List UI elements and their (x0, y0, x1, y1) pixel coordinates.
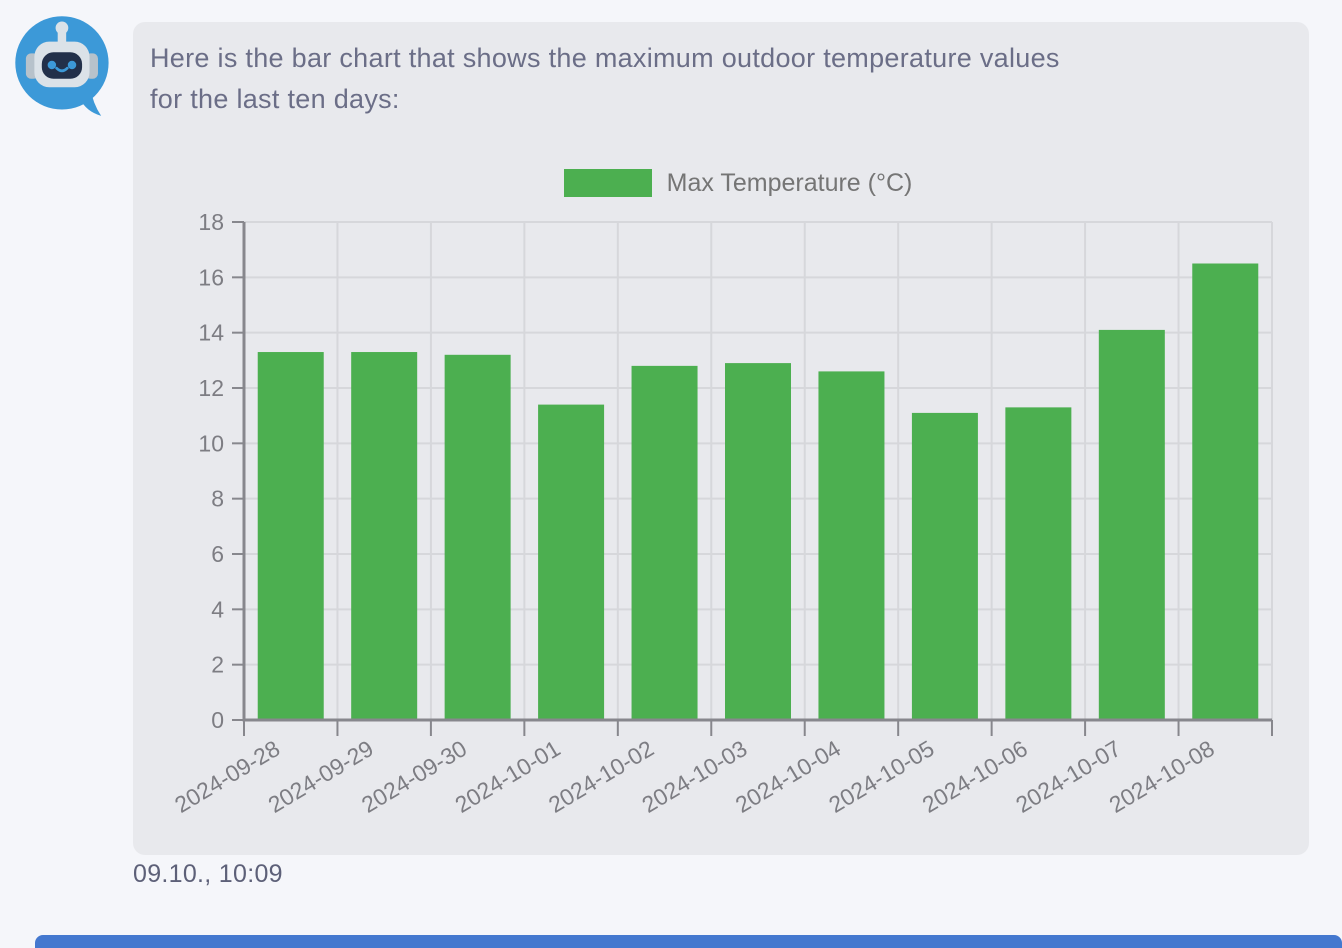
bar-2024-09-28[interactable] (257, 352, 324, 720)
x-tick-label: 2024-10-02 (544, 735, 658, 818)
message-text: Here is the bar chart that shows the max… (150, 38, 1260, 120)
bar-2024-10-08[interactable] (1192, 263, 1259, 721)
x-tick-label: 2024-10-04 (731, 735, 845, 818)
y-tick-label: 12 (198, 375, 224, 401)
x-tick-label: 2024-10-01 (450, 735, 564, 818)
bar-2024-09-29[interactable] (351, 352, 418, 720)
y-tick-label: 10 (198, 430, 224, 456)
message-line-2: for the last ten days: (150, 84, 400, 114)
x-tick-label: 2024-09-28 (170, 735, 284, 818)
y-tick-label: 16 (198, 264, 224, 290)
x-tick-label: 2024-09-30 (357, 735, 471, 818)
message-timestamp: 09.10., 10:09 (133, 860, 283, 888)
bar-2024-10-04[interactable] (818, 371, 885, 720)
bot-message-bubble: Here is the bar chart that shows the max… (133, 22, 1309, 855)
bar-2024-09-30[interactable] (444, 354, 511, 720)
bottom-bar[interactable] (35, 935, 1342, 948)
message-line-1: Here is the bar chart that shows the max… (150, 43, 1060, 73)
y-tick-label: 4 (211, 596, 224, 622)
y-tick-label: 18 (198, 209, 224, 235)
bar-2024-10-03[interactable] (725, 363, 791, 720)
x-tick-label: 2024-10-03 (637, 735, 751, 818)
x-tick-label: 2024-09-29 (264, 735, 378, 818)
bar-2024-10-07[interactable] (1098, 329, 1165, 720)
y-tick-label: 6 (211, 541, 224, 567)
legend-swatch (563, 169, 652, 197)
robot-chatbot-icon (15, 16, 109, 116)
x-tick-label: 2024-10-08 (1105, 735, 1219, 818)
bot-avatar (10, 12, 116, 118)
x-tick-label: 2024-10-06 (918, 735, 1032, 818)
chart-canvas[interactable]: 0246810121416182024-09-282024-09-292024-… (140, 206, 1306, 852)
bar-2024-10-05[interactable] (911, 412, 978, 720)
bar-2024-10-06[interactable] (1005, 407, 1072, 720)
y-tick-label: 14 (198, 320, 224, 346)
y-tick-label: 0 (211, 707, 224, 733)
x-tick-label: 2024-10-07 (1011, 735, 1125, 818)
legend-label: Max Temperature (°C) (666, 168, 913, 197)
x-tick-label: 2024-10-05 (824, 735, 938, 818)
y-tick-label: 8 (211, 486, 224, 512)
y-tick-label: 2 (211, 652, 224, 678)
temperature-bar-chart: Max Temperature (°C) 0 2 4 6 8 10 12 14 16 18 2024… (140, 160, 1306, 852)
chart-legend[interactable]: Max Temperature (°C) (140, 160, 1306, 206)
bar-2024-10-02[interactable] (631, 365, 698, 720)
bar-2024-10-01[interactable] (538, 404, 605, 720)
